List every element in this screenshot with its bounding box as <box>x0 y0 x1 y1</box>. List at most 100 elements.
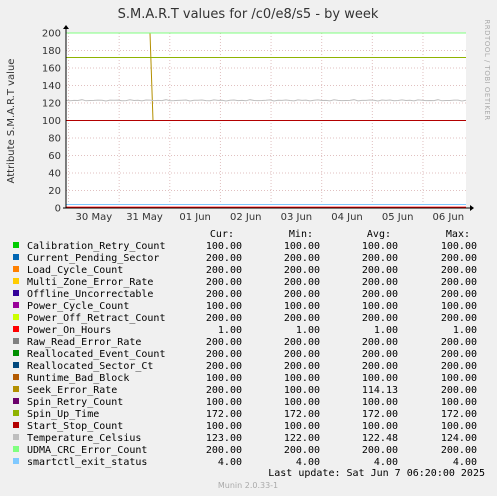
legend-min: 200.00 <box>284 265 320 276</box>
legend-max: 200.00 <box>441 445 477 456</box>
legend-swatch <box>13 302 19 308</box>
legend-cur: 200.00 <box>206 253 242 264</box>
legend-name: Offline_Uncorrectable <box>27 289 153 300</box>
y-tick-label: 140 <box>42 81 61 92</box>
legend-min: 100.00 <box>284 385 320 396</box>
legend-row: Reallocated_Event_Count 200.00 200.00 200.0… <box>13 349 477 360</box>
legend-max: 200.00 <box>441 277 477 288</box>
legend-cur: 200.00 <box>206 337 242 348</box>
legend-header-max: Max: <box>446 229 470 240</box>
legend-name: Power_On_Hours <box>27 325 111 336</box>
legend-swatch <box>13 374 19 380</box>
chart-title: S.M.A.R.T values for /c0/e8/s5 - by week <box>118 7 379 22</box>
legend-row: Reallocated_Sector_Ct 200.00 200.00 200.00 2… <box>13 361 477 372</box>
legend-max: 200.00 <box>441 313 477 324</box>
legend-max: 200.00 <box>441 253 477 264</box>
legend-swatch <box>13 242 19 248</box>
legend-avg: 200.00 <box>362 349 398 360</box>
legend-avg: 1.00 <box>374 325 398 336</box>
y-tick-labels: 0 20 40 60 80 100 120 140 160 180 200 <box>42 29 61 215</box>
legend-name: Multi_Zone_Error_Rate <box>27 277 153 288</box>
legend-row: Spin_Retry_Count 100.00 100.00 100.00 100.00 <box>13 397 477 408</box>
legend-swatch <box>13 362 19 368</box>
legend-max: 100.00 <box>441 373 477 384</box>
y-tick-label: 0 <box>55 204 61 215</box>
y-tick-label: 20 <box>48 186 61 197</box>
legend-max: 100.00 <box>441 301 477 312</box>
legend-max: 200.00 <box>441 265 477 276</box>
legend-avg: 200.00 <box>362 313 398 324</box>
y-tick-label: 60 <box>48 151 61 162</box>
legend-min: 200.00 <box>284 349 320 360</box>
legend-avg: 4.00 <box>374 457 398 468</box>
x-tick-label: 05 Jun <box>382 212 414 223</box>
x-tick-label: 03 Jun <box>281 212 313 223</box>
legend-avg: 100.00 <box>362 421 398 432</box>
legend-min: 200.00 <box>284 337 320 348</box>
legend-swatch <box>13 386 19 392</box>
legend-max: 100.00 <box>441 397 477 408</box>
legend-row: Load_Cycle_Count 200.00 200.00 200.00 200.00 <box>13 265 477 276</box>
legend-row: Power_Cycle_Count 100.00 100.00 100.00 100.0… <box>13 301 477 312</box>
y-tick-label: 100 <box>42 116 61 127</box>
legend-row: Seek_Error_Rate 200.00 100.00 114.13 200.00 <box>13 385 477 396</box>
legend-header: Cur: Min: Avg: Max: <box>210 229 470 240</box>
legend-row: Current_Pending_Sector 200.00 200.00 200.00… <box>13 253 477 264</box>
legend-max: 200.00 <box>441 385 477 396</box>
rrdtool-side-label: RRDTOOL / TOBI OETIKER <box>483 19 491 120</box>
legend-cur: 200.00 <box>206 445 242 456</box>
legend-cur: 200.00 <box>206 313 242 324</box>
legend-cur: 200.00 <box>206 289 242 300</box>
legend-swatch <box>13 410 19 416</box>
x-tick-label: 30 May <box>76 212 113 223</box>
legend-name: Start_Stop_Count <box>27 421 123 432</box>
legend-cur: 1.00 <box>218 325 242 336</box>
legend-max: 172.00 <box>441 409 477 420</box>
legend-swatch <box>13 314 19 320</box>
legend-row: Runtime_Bad_Block 100.00 100.00 100.00 100.0… <box>13 373 477 384</box>
legend-avg: 100.00 <box>362 241 398 252</box>
y-tick-label: 80 <box>48 134 61 145</box>
legend-swatch <box>13 446 19 452</box>
legend-cur: 100.00 <box>206 301 242 312</box>
legend-avg: 200.00 <box>362 253 398 264</box>
x-tick-label: 04 Jun <box>331 212 363 223</box>
legend-min: 200.00 <box>284 277 320 288</box>
legend-row: Power_On_Hours 1.00 1.00 1.00 1.00 <box>13 325 477 336</box>
legend-row: Temperature_Celsius 123.00 122.00 122.48 124… <box>13 433 477 444</box>
legend-name: Runtime_Bad_Block <box>27 373 129 384</box>
legend-swatch <box>13 254 19 260</box>
legend-row: Raw_Read_Error_Rate 200.00 200.00 200.00 200… <box>13 337 477 348</box>
legend-max: 124.00 <box>441 433 477 444</box>
legend-cur: 100.00 <box>206 397 242 408</box>
legend-min: 122.00 <box>284 433 320 444</box>
x-tick-label: 02 Jun <box>230 212 262 223</box>
legend-cur: 200.00 <box>206 265 242 276</box>
legend-name: Spin_Up_Time <box>27 409 99 420</box>
legend-max: 200.00 <box>441 349 477 360</box>
legend-swatch <box>13 422 19 428</box>
legend-cur: 200.00 <box>206 385 242 396</box>
legend-row: smartctl_exit_status 4.00 4.00 4.00 4.00 <box>13 457 477 468</box>
series-line-temperature-celsius <box>65 99 467 102</box>
legend-header-cur: Cur: <box>210 229 234 240</box>
legend-cur: 200.00 <box>206 277 242 288</box>
legend-name: Current_Pending_Sector <box>27 253 159 264</box>
legend-avg: 200.00 <box>362 265 398 276</box>
legend-swatch <box>13 290 19 296</box>
legend-name: Spin_Retry_Count <box>27 397 123 408</box>
legend-min: 1.00 <box>296 325 320 336</box>
legend-row: Start_Stop_Count 100.00 100.00 100.00 100.00 <box>13 421 477 432</box>
y-tick-label: 40 <box>48 169 61 180</box>
legend-name: Reallocated_Sector_Ct <box>27 361 153 372</box>
legend-cur: 172.00 <box>206 409 242 420</box>
legend-avg: 114.13 <box>362 385 398 396</box>
legend-min: 4.00 <box>296 457 320 468</box>
legend-name: Temperature_Celsius <box>27 433 141 444</box>
legend-cur: 123.00 <box>206 433 242 444</box>
legend-cur: 4.00 <box>218 457 242 468</box>
y-tick-label: 120 <box>42 99 61 110</box>
legend-max: 100.00 <box>441 241 477 252</box>
legend-cur: 100.00 <box>206 241 242 252</box>
legend-name: Reallocated_Event_Count <box>27 349 165 360</box>
